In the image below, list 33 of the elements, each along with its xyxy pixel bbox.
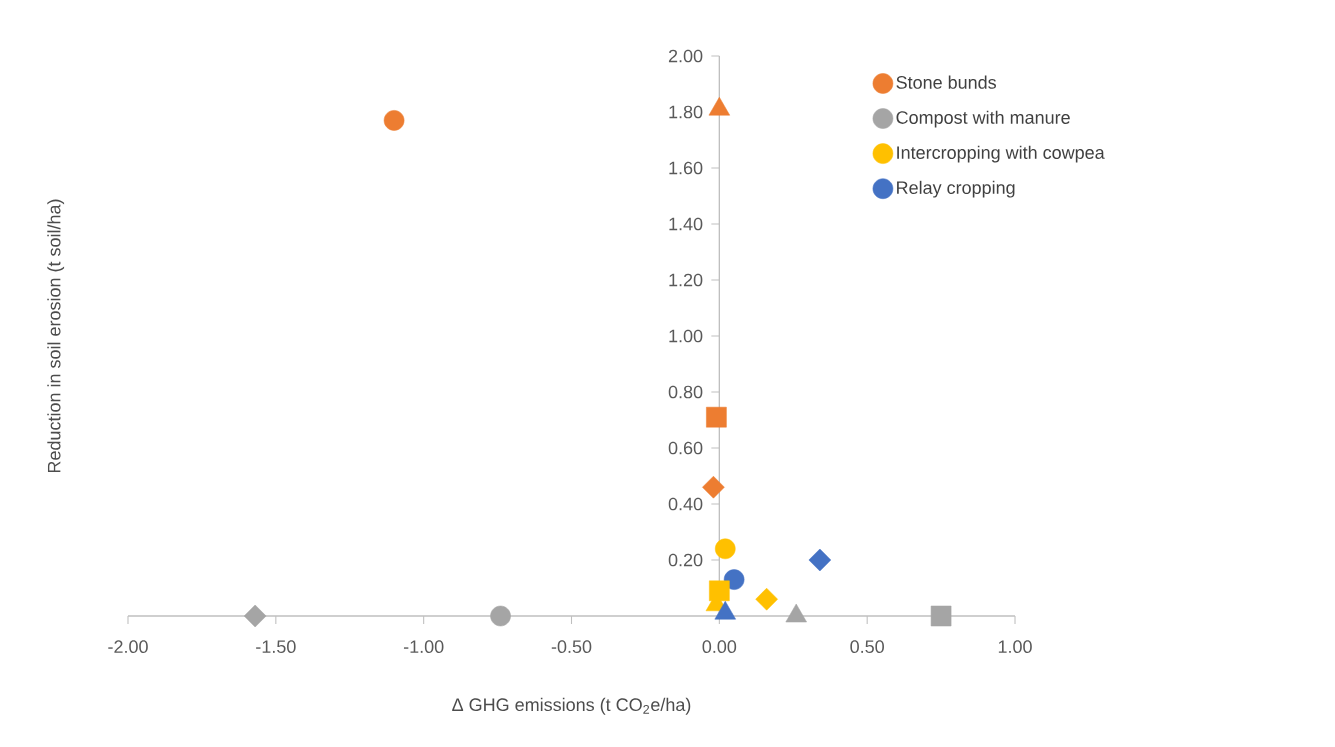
legend-label: Intercropping with cowpea (897, 145, 1105, 163)
point (755, 587, 778, 611)
y-tick-label: 1.00 (669, 329, 703, 343)
y-tick-label: 1.60 (669, 161, 703, 175)
y-tick-label: 0.60 (668, 441, 703, 455)
point (714, 538, 736, 560)
x-tick-label: -2.00 (108, 640, 148, 653)
x-tick-label: 1.00 (998, 640, 1032, 653)
y-tick-label: 0.80 (668, 385, 703, 399)
y-axis-title: Reduction in soil erosion (t soil/ha) (47, 199, 65, 473)
x-axis-title: Δ GHG emissions (t CO$_{2}$e/ha) (452, 697, 691, 715)
y-tick-label: 2.00 (668, 49, 703, 63)
point (808, 548, 832, 572)
point (490, 605, 511, 627)
point (383, 110, 405, 131)
point (930, 605, 952, 627)
legend-label: Compost with manure (896, 110, 1070, 128)
x-tick-label: 0.00 (702, 640, 737, 653)
legend-label: Relay cropping (897, 180, 1015, 198)
point (709, 580, 730, 602)
x-tick-label: 0.50 (850, 640, 884, 653)
legend-label: Stone bunds (896, 75, 996, 89)
x-tick-label: -1.00 (403, 640, 444, 653)
x-tick-label: -1.50 (256, 640, 296, 653)
point (243, 604, 267, 628)
y-tick-label: 1.80 (669, 105, 703, 119)
x-tick-label: -0.50 (551, 640, 592, 653)
y-tick-label: 0.20 (668, 553, 703, 567)
point (706, 406, 727, 428)
y-tick-label: 0.40 (668, 497, 703, 511)
y-tick-label: 1.40 (669, 217, 703, 231)
point (702, 475, 725, 499)
y-tick-label: 1.20 (669, 273, 703, 287)
